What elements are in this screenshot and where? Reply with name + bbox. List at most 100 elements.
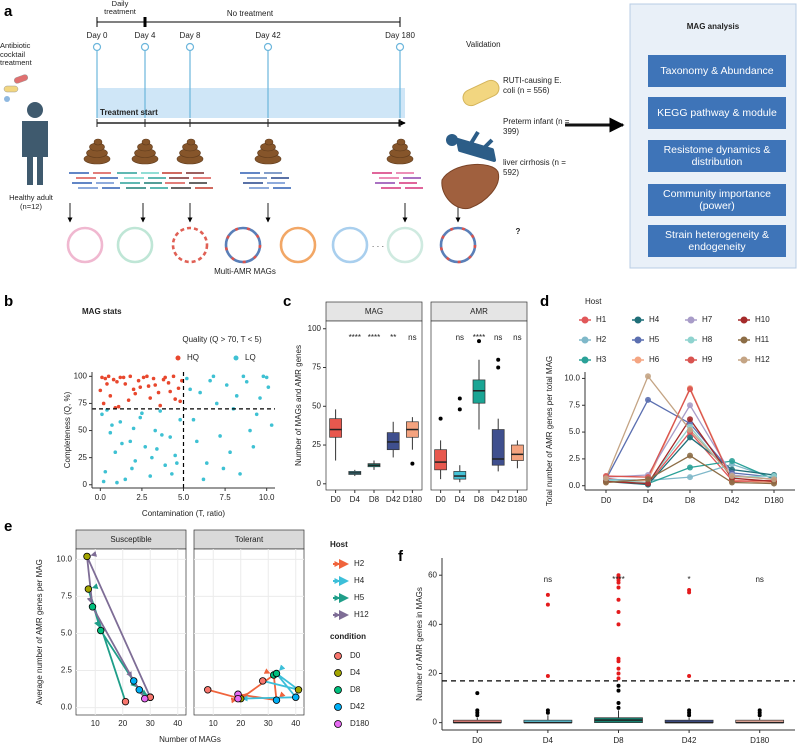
y-axis-label: Number of MAGs and AMR genes	[294, 345, 303, 466]
stool-icon	[264, 138, 274, 146]
day-pin-head	[92, 42, 102, 52]
point	[103, 469, 108, 474]
facet-label: Susceptible	[110, 535, 152, 544]
legend-marker	[740, 336, 748, 344]
y-tick-label: 10.0	[56, 554, 72, 563]
analysis-item: KEGG pathway & module	[657, 107, 777, 119]
point	[130, 466, 134, 471]
y-tick-label: 60	[428, 570, 437, 579]
point	[110, 423, 114, 427]
treatment-label: Antibiotic cocktail treatment	[0, 41, 32, 67]
point	[105, 382, 109, 386]
analysis-item: Resistome dynamics & distribution	[663, 144, 771, 168]
legend-label: D180	[350, 719, 370, 728]
point	[136, 378, 141, 383]
y-tick-label: 20	[428, 669, 437, 678]
legend-label: HQ	[187, 353, 199, 362]
y-tick-label: 25	[312, 440, 321, 449]
legend-label: H12	[354, 610, 369, 619]
significance-label: ns	[408, 333, 416, 342]
y-tick-label: 0.0	[61, 703, 73, 712]
legend-marker	[334, 652, 342, 660]
significance-label: **	[390, 333, 396, 342]
significance-label: ****	[473, 333, 485, 342]
outlier	[616, 688, 621, 693]
point	[121, 697, 130, 706]
legend-marker	[740, 316, 748, 324]
outlier	[477, 339, 481, 344]
outlier	[410, 461, 415, 466]
day-label: Day 180	[385, 31, 415, 40]
point	[645, 373, 651, 380]
y-axis-label: Average number of AMR genes per MAG	[35, 559, 44, 705]
point	[120, 441, 124, 446]
day-label: Day 8	[180, 31, 201, 40]
y-tick-label: 25	[78, 453, 87, 462]
outlier	[757, 708, 762, 713]
y-tick-label: 0	[83, 480, 88, 489]
x-tick-label: D4	[543, 736, 554, 745]
point	[140, 411, 144, 415]
x-tick-label: D180	[508, 495, 528, 504]
x-tick-label: D0	[330, 495, 341, 504]
analysis-box	[648, 97, 786, 129]
box	[491, 429, 505, 466]
legend-marker	[687, 336, 695, 344]
point	[168, 435, 172, 439]
point	[248, 428, 252, 433]
outlier	[616, 705, 621, 710]
legend-marker	[634, 356, 642, 364]
panel-letter: c	[283, 293, 291, 310]
outlier	[496, 365, 501, 370]
outlier	[616, 610, 621, 615]
point	[116, 404, 121, 409]
significance-label: ns	[513, 333, 521, 342]
analysis-box	[648, 184, 786, 216]
point	[173, 453, 177, 458]
point	[118, 420, 123, 424]
point	[687, 416, 693, 423]
point	[771, 476, 777, 483]
x-tick-label: 10	[209, 719, 218, 728]
x-tick-label: D0	[601, 496, 612, 505]
panel-letter: a	[4, 3, 13, 20]
y-axis-label: Total number of AMR genes per total MAG	[545, 356, 554, 506]
point	[130, 677, 138, 685]
point	[143, 445, 148, 449]
treatment-start: Treatment start	[100, 108, 158, 117]
x-tick-label: 10.0	[259, 493, 275, 502]
point	[115, 379, 119, 384]
point	[258, 396, 262, 400]
point	[158, 403, 163, 408]
legend-label: H5	[354, 593, 365, 602]
outlier	[616, 666, 621, 671]
stool-icon	[93, 138, 103, 146]
y-tick-label: 7.5	[61, 592, 73, 601]
day-label: Day 0	[87, 31, 108, 40]
y-tick-label: 10.0	[564, 374, 580, 383]
point	[269, 423, 274, 427]
outlier	[545, 592, 550, 597]
legend-arrowhead	[339, 576, 349, 586]
legend-marker	[581, 316, 589, 324]
point	[115, 480, 119, 485]
box	[472, 379, 486, 404]
legend-marker	[634, 336, 642, 344]
point	[211, 374, 216, 379]
cohort-label: liver cirrhosis (n = 592)	[503, 158, 566, 177]
point	[101, 401, 106, 406]
treatment-band	[97, 88, 405, 118]
point	[128, 374, 133, 379]
point	[645, 480, 651, 487]
point	[729, 473, 735, 480]
x-tick-label: 40	[291, 719, 300, 728]
outlier	[545, 708, 550, 713]
outlier	[616, 683, 621, 688]
significance-label: *	[688, 575, 691, 584]
x-tick-label: 7.5	[220, 493, 232, 502]
significance-label: ns	[755, 575, 763, 584]
point	[221, 466, 226, 471]
day-pin-head	[140, 42, 150, 52]
day-label: Day 4	[135, 31, 156, 40]
point	[163, 375, 167, 380]
